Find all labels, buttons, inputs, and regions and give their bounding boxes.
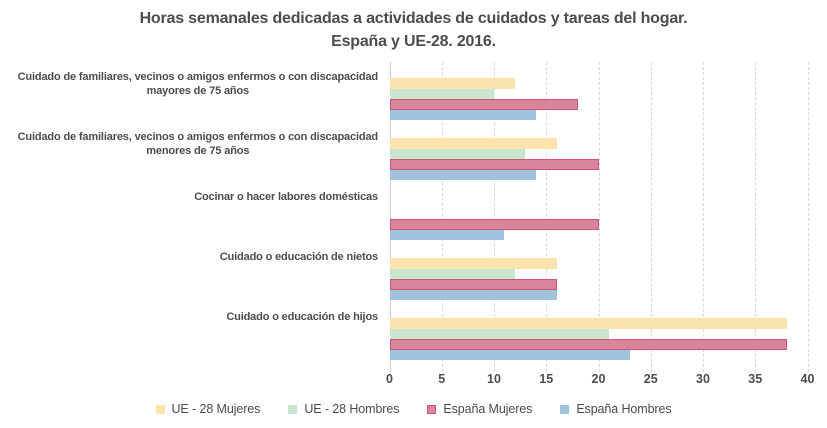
legend-label: UE - 28 Hombres — [304, 402, 400, 416]
y-axis-line — [389, 62, 391, 372]
x-axis-tick-label: 10 — [487, 372, 501, 386]
bar-espa-a-hombres-cat2[interactable] — [389, 169, 536, 180]
bar-espa-a-hombres-cat3[interactable] — [389, 229, 505, 240]
legend-label: España Mujeres — [443, 402, 533, 416]
legend-label: España Hombres — [576, 402, 672, 416]
category-label-text: Cuidado o educación de nietos — [219, 251, 378, 263]
bar-ue-28-hombres-cat1[interactable] — [389, 88, 494, 99]
x-axis-tick-label: 25 — [643, 372, 658, 386]
category-label-text: Cuidado de familiares, vecinos o amigos … — [17, 131, 379, 157]
bar-espa-a-mujeres-cat4[interactable] — [389, 279, 557, 290]
gridline-10 — [494, 62, 495, 372]
gridline-5 — [441, 62, 443, 372]
legend-marker-ue-28-mujeres — [155, 404, 165, 414]
chart-subtitle: España y UE-28. 2016. — [331, 33, 496, 50]
x-axis-tick-label: 35 — [748, 372, 763, 386]
x-axis-tick-label: 40 — [800, 372, 815, 386]
bar-ue-28-hombres-cat5[interactable] — [389, 328, 609, 339]
legend-item-espa-a-hombres[interactable]: España Hombres — [560, 402, 672, 416]
category-label-4: Cuidado o educación de nietos — [220, 251, 378, 265]
legend-marker-espa-a-mujeres — [427, 404, 437, 414]
bar-espa-a-hombres-cat1[interactable] — [389, 109, 536, 120]
x-axis-tick-label: 0 — [386, 372, 393, 386]
gridline-25 — [650, 62, 652, 372]
bar-ue-28-hombres-cat4[interactable] — [389, 268, 515, 279]
bar-ue-28-mujeres-cat2[interactable] — [389, 138, 557, 149]
gridline-20 — [598, 62, 600, 372]
chart-title: Horas semanales dedicadas a actividades … — [139, 10, 688, 27]
legend: UE - 28 Mujeres UE - 28 Hombres España Muj… — [0, 399, 827, 419]
category-label-5: Cuidado o educación de hijos — [226, 311, 378, 325]
legend-item-ue-28-hombres[interactable]: UE - 28 Hombres — [288, 402, 399, 416]
category-label-text: Cocinar o hacer labores domésticas — [194, 191, 378, 203]
x-axis-tick-label: 5 — [438, 372, 446, 386]
x-axis-tick-label: 30 — [696, 372, 710, 386]
legend-item-espa-a-mujeres[interactable]: España Mujeres — [427, 402, 532, 416]
category-label-1: Cuidado de familiares, vecinos o amigos … — [17, 71, 379, 98]
bar-espa-a-mujeres-cat2[interactable] — [389, 159, 599, 170]
bar-espa-a-mujeres-cat3[interactable] — [389, 219, 599, 230]
legend-label: UE - 28 Mujeres — [171, 402, 261, 416]
legend-marker-espa-a-hombres — [560, 404, 570, 414]
gridline-35 — [755, 62, 757, 372]
category-label-text: Cuidado o educación de hijos — [226, 311, 378, 323]
bar-ue-28-hombres-cat2[interactable] — [389, 148, 526, 159]
legend-marker-ue-28-hombres — [288, 404, 298, 414]
bar-ue-28-mujeres-cat5[interactable] — [389, 318, 787, 329]
category-label-3: Cocinar o hacer labores domésticas — [194, 191, 378, 205]
bar-espa-a-mujeres-cat5[interactable] — [389, 339, 787, 350]
bar-espa-a-hombres-cat5[interactable] — [389, 349, 630, 360]
bar-espa-a-hombres-cat4[interactable] — [389, 289, 557, 300]
bar-ue-28-mujeres-cat4[interactable] — [389, 258, 557, 269]
category-label-2: Cuidado de familiares, vecinos o amigos … — [17, 131, 379, 158]
gridline-40 — [807, 62, 809, 372]
category-label-text: Cuidado de familiares, vecinos o amigos … — [17, 71, 379, 97]
x-axis-tick-label: 20 — [591, 372, 606, 386]
x-axis-tick-label: 15 — [539, 372, 554, 386]
legend-item-ue-28-mujeres[interactable]: UE - 28 Mujeres — [155, 402, 261, 416]
gridline-15 — [546, 62, 548, 372]
gridline-30 — [703, 62, 704, 372]
bar-ue-28-mujeres-cat1[interactable] — [389, 78, 515, 89]
bar-espa-a-mujeres-cat1[interactable] — [389, 99, 578, 110]
